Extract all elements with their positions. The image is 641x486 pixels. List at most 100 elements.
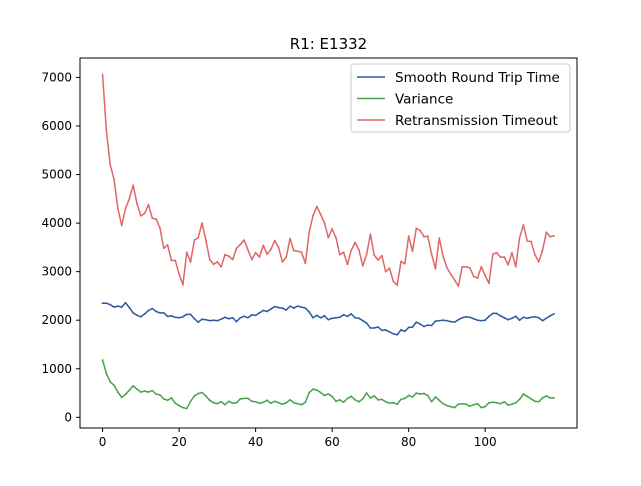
data-point-variance <box>277 401 280 404</box>
data-point-smooth-round-trip-time <box>453 321 456 324</box>
data-point-smooth-round-trip-time <box>537 316 540 319</box>
data-point-smooth-round-trip-time <box>373 327 376 329</box>
data-point-retransmission-timeout <box>185 251 188 254</box>
data-point-variance <box>484 405 487 408</box>
data-point-retransmission-timeout <box>250 258 253 261</box>
data-point-variance <box>358 400 360 403</box>
data-point-variance <box>373 395 376 397</box>
data-point-variance <box>530 397 532 400</box>
data-point-smooth-round-trip-time <box>270 308 272 310</box>
data-point-variance <box>415 392 418 394</box>
data-point-variance <box>212 401 215 404</box>
data-point-smooth-round-trip-time <box>446 319 448 322</box>
data-point-smooth-round-trip-time <box>426 324 429 326</box>
data-point-variance <box>319 391 322 394</box>
data-point-smooth-round-trip-time <box>400 329 402 331</box>
data-point-smooth-round-trip-time <box>113 306 115 308</box>
data-point-smooth-round-trip-time <box>178 316 180 319</box>
data-point-smooth-round-trip-time <box>235 320 238 323</box>
data-point-retransmission-timeout <box>155 218 158 221</box>
data-point-smooth-round-trip-time <box>289 305 291 308</box>
data-point-retransmission-timeout <box>403 262 406 265</box>
data-point-smooth-round-trip-time <box>411 326 414 328</box>
data-point-smooth-round-trip-time <box>472 317 475 320</box>
data-point-smooth-round-trip-time <box>438 319 441 322</box>
data-point-variance <box>507 404 510 407</box>
data-point-smooth-round-trip-time <box>503 316 506 319</box>
data-point-retransmission-timeout <box>289 237 291 240</box>
x-tick-label: 80 <box>401 435 416 449</box>
data-point-retransmission-timeout <box>270 248 272 251</box>
data-point-retransmission-timeout <box>423 235 425 238</box>
data-point-variance <box>491 401 494 404</box>
data-point-smooth-round-trip-time <box>323 314 326 317</box>
data-point-smooth-round-trip-time <box>231 316 234 319</box>
data-point-variance <box>446 404 448 407</box>
data-point-retransmission-timeout <box>396 284 399 287</box>
data-point-variance <box>499 402 502 405</box>
data-point-retransmission-timeout <box>377 259 379 261</box>
data-point-smooth-round-trip-time <box>105 302 108 305</box>
data-point-variance <box>541 397 544 399</box>
data-point-smooth-round-trip-time <box>457 318 460 321</box>
data-point-retransmission-timeout <box>442 255 444 258</box>
data-point-variance <box>227 400 230 403</box>
data-point-retransmission-timeout <box>545 231 548 234</box>
data-point-variance <box>453 406 456 409</box>
data-point-variance <box>380 398 383 401</box>
data-point-smooth-round-trip-time <box>541 319 544 322</box>
data-point-smooth-round-trip-time <box>514 315 517 318</box>
data-point-retransmission-timeout <box>407 235 410 238</box>
data-point-retransmission-timeout <box>220 265 223 268</box>
data-point-smooth-round-trip-time <box>315 314 318 317</box>
data-point-retransmission-timeout <box>361 264 364 267</box>
data-point-smooth-round-trip-time <box>151 307 154 310</box>
data-point-variance <box>534 400 536 403</box>
y-tick-label: 4000 <box>41 216 72 230</box>
data-point-smooth-round-trip-time <box>247 316 249 319</box>
data-point-smooth-round-trip-time <box>227 317 230 320</box>
data-point-smooth-round-trip-time <box>442 319 444 322</box>
data-point-variance <box>247 397 249 400</box>
data-point-variance <box>281 403 284 406</box>
data-point-variance <box>384 400 387 403</box>
data-point-variance <box>220 400 223 403</box>
data-point-variance <box>350 395 353 398</box>
data-point-retransmission-timeout <box>208 258 211 261</box>
data-point-variance <box>480 406 483 409</box>
data-point-smooth-round-trip-time <box>388 330 391 333</box>
data-point-retransmission-timeout <box>384 270 387 273</box>
data-point-smooth-round-trip-time <box>518 319 521 322</box>
data-point-smooth-round-trip-time <box>159 312 161 314</box>
data-point-smooth-round-trip-time <box>312 316 314 319</box>
data-point-variance <box>250 400 253 403</box>
data-point-smooth-round-trip-time <box>277 306 280 309</box>
data-point-variance <box>495 401 498 404</box>
data-point-smooth-round-trip-time <box>182 315 184 318</box>
data-point-retransmission-timeout <box>514 265 517 268</box>
data-point-variance <box>434 396 437 398</box>
data-point-variance <box>338 398 341 401</box>
y-tick-label: 0 <box>64 410 72 424</box>
data-point-variance <box>449 405 452 408</box>
data-point-smooth-round-trip-time <box>162 312 165 314</box>
data-point-smooth-round-trip-time <box>208 319 211 322</box>
data-point-retransmission-timeout <box>323 222 326 224</box>
data-point-retransmission-timeout <box>342 251 345 254</box>
data-point-variance <box>292 401 295 404</box>
data-point-variance <box>254 400 257 403</box>
data-point-smooth-round-trip-time <box>120 306 123 308</box>
data-point-smooth-round-trip-time <box>553 312 555 315</box>
data-point-smooth-round-trip-time <box>449 320 452 323</box>
data-point-variance <box>204 395 207 397</box>
data-point-retransmission-timeout <box>526 240 529 242</box>
data-point-retransmission-timeout <box>300 251 303 254</box>
data-point-smooth-round-trip-time <box>488 315 490 318</box>
data-point-smooth-round-trip-time <box>143 312 146 315</box>
plot-area-frame <box>79 57 578 429</box>
data-point-retransmission-timeout <box>534 253 536 256</box>
series-smooth-round-trip-time <box>101 301 555 336</box>
data-point-variance <box>315 389 318 392</box>
data-point-variance <box>396 403 399 406</box>
data-point-retransmission-timeout <box>216 261 219 263</box>
